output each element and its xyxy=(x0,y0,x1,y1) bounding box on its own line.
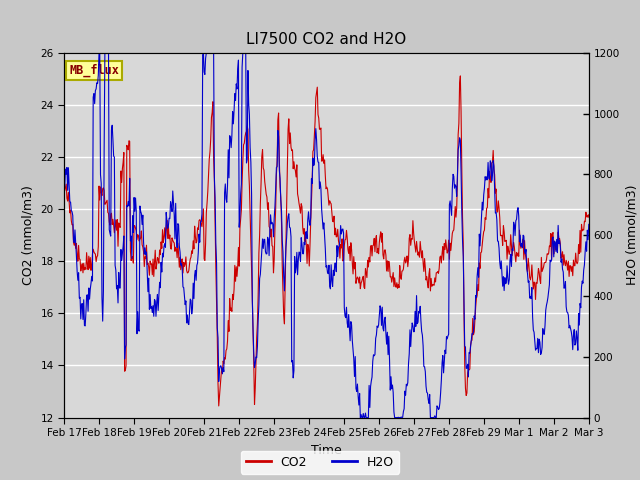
Line: H2O: H2O xyxy=(64,53,589,418)
CO2 xyxy=(391,275,399,281)
X-axis label: Time: Time xyxy=(311,444,342,456)
CO2 xyxy=(70,240,77,245)
Y-axis label: H2O (mmol/m3): H2O (mmol/m3) xyxy=(625,185,639,286)
Title: LI7500 CO2 and H2O: LI7500 CO2 and H2O xyxy=(246,33,406,48)
CO2 xyxy=(124,144,131,149)
CO2 xyxy=(177,267,184,273)
H2O xyxy=(178,261,186,266)
H2O xyxy=(124,199,132,204)
H2O xyxy=(70,237,77,242)
CO2 xyxy=(456,73,464,79)
Text: MB_flux: MB_flux xyxy=(69,64,119,77)
CO2 xyxy=(215,403,223,409)
H2O xyxy=(356,415,364,420)
Legend: CO2, H2O: CO2, H2O xyxy=(241,451,399,474)
H2O xyxy=(60,172,68,178)
H2O xyxy=(205,50,213,56)
H2O xyxy=(95,50,103,56)
H2O xyxy=(392,415,399,420)
Y-axis label: CO2 (mmol/m3): CO2 (mmol/m3) xyxy=(22,185,35,285)
H2O xyxy=(585,221,593,227)
CO2 xyxy=(585,212,593,217)
CO2 xyxy=(406,232,414,238)
CO2 xyxy=(60,182,68,188)
Line: CO2: CO2 xyxy=(64,76,589,406)
CO2 xyxy=(205,173,212,179)
H2O xyxy=(407,344,415,349)
